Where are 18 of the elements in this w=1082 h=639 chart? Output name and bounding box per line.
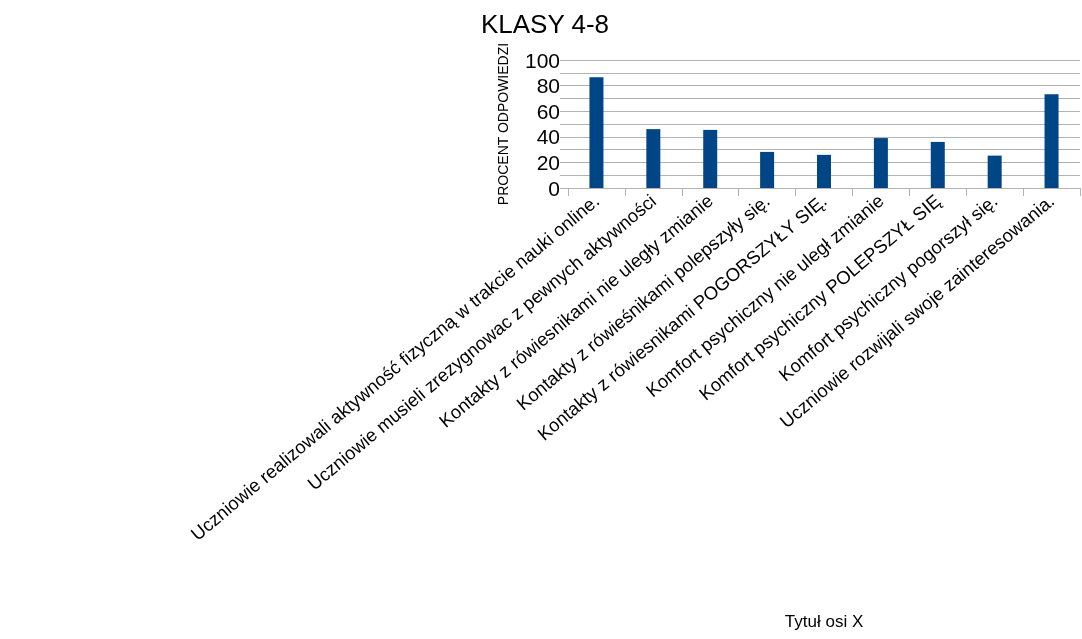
y-tick-label: 0 <box>548 176 560 200</box>
bar <box>817 154 831 188</box>
bar <box>873 138 888 188</box>
bar <box>646 129 661 188</box>
bar <box>1044 94 1059 188</box>
bar <box>987 155 1002 188</box>
bar <box>589 77 604 188</box>
bar <box>760 151 775 188</box>
y-tick-label: 40 <box>536 125 560 149</box>
y-tick-label: 20 <box>536 150 560 174</box>
y-axis-title: PROCENT ODPOWIEDZI <box>495 42 511 206</box>
y-tick-label: 60 <box>536 99 560 123</box>
y-tick-label: 100 <box>524 48 560 72</box>
bar <box>930 141 945 188</box>
chart-title: KLASY 4-8 <box>480 9 610 39</box>
y-tick-label: 80 <box>536 74 560 98</box>
x-axis-title: Tytuł osi X <box>784 612 864 631</box>
bar <box>703 129 718 188</box>
